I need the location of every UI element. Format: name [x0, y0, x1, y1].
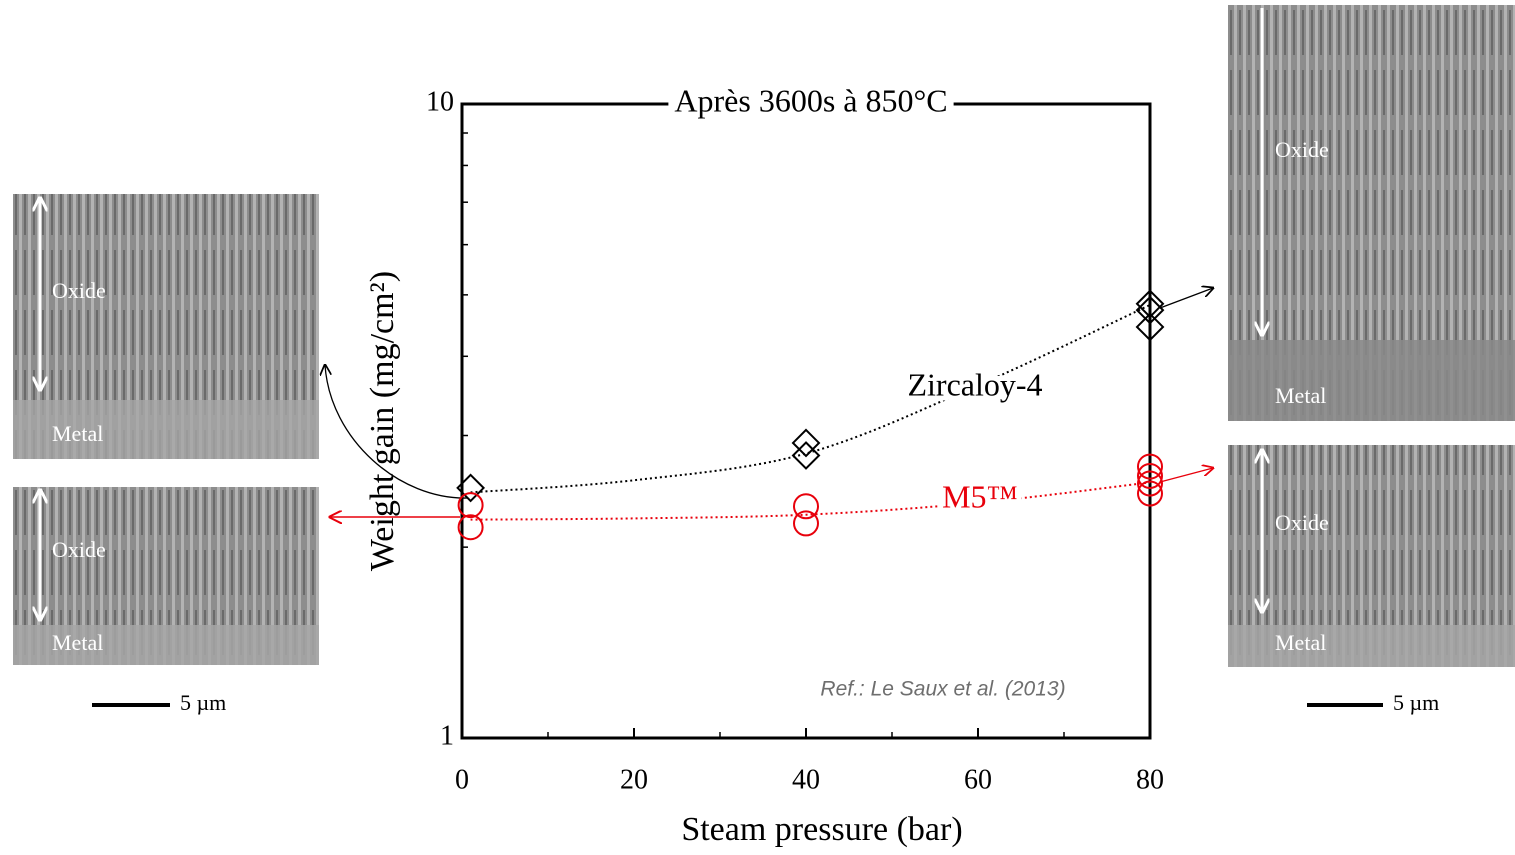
x-tick-label: 60	[964, 764, 992, 795]
oxide-label: Oxide	[52, 278, 106, 303]
x-tick-label: 80	[1136, 764, 1164, 795]
marker	[793, 493, 819, 520]
micrograph: Oxide Metal	[13, 194, 319, 459]
marker	[793, 510, 819, 537]
metal-label: Metal	[1275, 630, 1326, 655]
micrograph: Oxide Metal	[1228, 5, 1515, 421]
marker	[457, 514, 484, 541]
metal-label: Metal	[52, 421, 103, 446]
trend-line	[470, 304, 1151, 494]
marker	[1137, 462, 1163, 489]
marker	[1135, 295, 1165, 325]
plot: 1 10 0 20 40 60 80 Après 3600s à 850°C Steam pre…	[364, 82, 1165, 848]
arrow	[1159, 468, 1213, 483]
plot-frame	[460, 102, 1152, 740]
trend-line	[470, 481, 1151, 521]
series-label: Zircaloy-4	[907, 366, 1042, 402]
marker	[1135, 312, 1165, 342]
arrow	[1159, 288, 1213, 309]
marker	[1137, 453, 1163, 480]
title-background	[668, 82, 954, 119]
x-axis-label: Steam pressure (bar)	[681, 811, 962, 848]
oxide-label: Oxide	[1275, 510, 1329, 535]
marker	[1137, 480, 1163, 507]
marker	[456, 473, 486, 503]
micrograph: Oxide Metal	[13, 487, 319, 665]
annotation: Ref.: Le Saux et al. (2013)	[820, 678, 1065, 701]
y-axis-label: Weight gain (mg/cm²)	[364, 271, 401, 571]
marker	[791, 441, 821, 470]
x-tick-label: 20	[620, 764, 648, 795]
micrograph: Oxide Metal	[1228, 445, 1515, 667]
x-tick-label: 40	[792, 764, 820, 795]
y-tick-label: 10	[426, 86, 454, 117]
marker	[791, 428, 821, 458]
oxide-label: Oxide	[1275, 137, 1329, 162]
y-tick-label: 1	[440, 720, 454, 751]
marker	[457, 492, 484, 519]
scale-label: 5 µm	[1393, 690, 1439, 715]
oxide-label: Oxide	[52, 537, 106, 562]
series-label: M5™	[942, 478, 1018, 514]
marker	[1135, 289, 1165, 319]
x-tick-label: 0	[455, 764, 469, 795]
metal-label: Metal	[52, 630, 103, 655]
chart-title: Après 3600s à 850°C	[674, 82, 947, 118]
scale-label: 5 µm	[180, 690, 226, 715]
metal-label: Metal	[1275, 383, 1326, 408]
marker	[1137, 470, 1163, 497]
arrow	[325, 365, 469, 499]
